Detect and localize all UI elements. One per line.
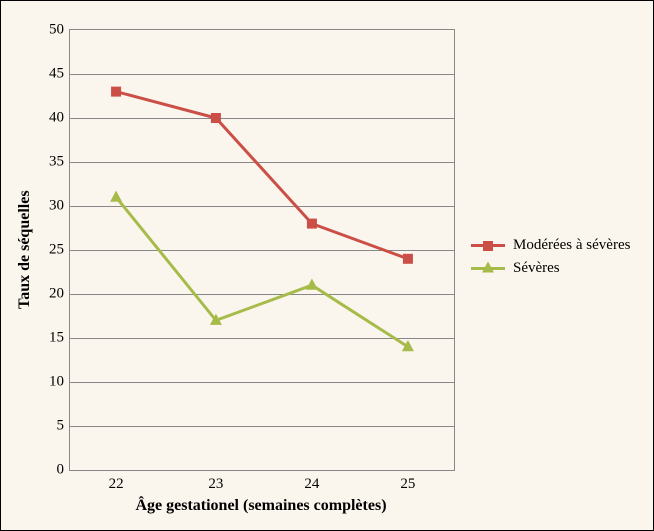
y-tick-label: 30 (49, 198, 64, 215)
legend-item: Modérées à sévères (471, 237, 630, 254)
y-tick-label: 50 (49, 22, 64, 39)
data-marker (307, 219, 317, 229)
y-tick-label: 15 (49, 330, 64, 347)
x-tick-label: 24 (304, 476, 319, 493)
data-marker (403, 254, 413, 264)
data-marker (211, 113, 221, 123)
data-marker (110, 190, 122, 201)
legend-marker-icon (482, 261, 494, 272)
y-tick-label: 10 (49, 374, 64, 391)
x-tick-label: 22 (109, 476, 124, 493)
data-marker (306, 278, 318, 289)
legend: Modérées à sévères Sévères (471, 231, 630, 283)
x-tick-label: 23 (208, 476, 223, 493)
legend-swatch-line (471, 267, 505, 270)
y-tick-label: 35 (49, 154, 64, 171)
plot-area: 0510152025303540455022232425 (69, 29, 455, 471)
x-axis-label: Âge gestationel (semaines complètes) (69, 497, 453, 515)
legend-swatch-line (471, 244, 505, 247)
y-tick-label: 25 (49, 242, 64, 259)
y-tick-label: 45 (49, 66, 64, 83)
y-tick-label: 0 (57, 462, 65, 479)
y-tick-label: 40 (49, 110, 64, 127)
y-tick-label: 5 (57, 418, 65, 435)
series-line (116, 197, 408, 347)
legend-item: Sévères (471, 260, 630, 277)
x-tick-label: 25 (400, 476, 415, 493)
legend-label: Sévères (513, 260, 560, 277)
y-tick-label: 20 (49, 286, 64, 303)
data-marker (111, 87, 121, 97)
legend-label: Modérées à sévères (513, 237, 630, 254)
legend-marker-icon (483, 241, 493, 251)
series-layer (70, 30, 454, 470)
chart-frame: 0510152025303540455022232425 Taux de séq… (0, 0, 654, 531)
series-line (116, 92, 408, 259)
